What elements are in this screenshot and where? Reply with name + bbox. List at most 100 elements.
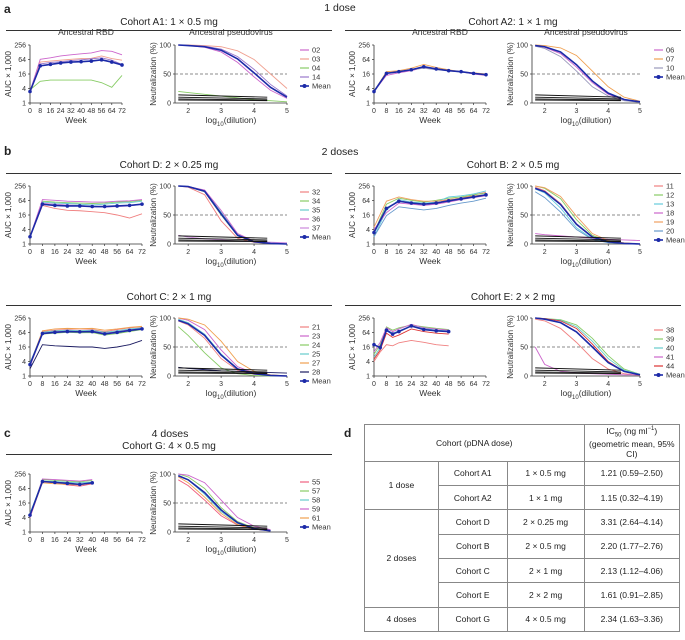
series-curve-27	[178, 317, 288, 377]
legend-label: 59	[312, 505, 320, 514]
legend-mean-marker	[302, 525, 307, 529]
subplot-title: Ancestral pseudovirus	[189, 27, 273, 37]
dose-cell: 2 × 1 mg	[506, 557, 585, 584]
ic50-cell: 3.31 (2.64–4.14)	[583, 509, 681, 535]
x-tick-label: 2	[186, 537, 190, 544]
x-label-rest: (dilution)	[579, 256, 612, 266]
legend-label: 04	[312, 64, 320, 73]
series-line-19	[373, 194, 487, 228]
header-ic50-unit-close: )	[654, 426, 658, 437]
mean-point	[140, 327, 144, 331]
mean-point	[99, 58, 104, 62]
x-tick-label: 32	[420, 381, 428, 388]
x-tick-label: 56	[457, 108, 465, 115]
x-axis-label: Week	[419, 388, 441, 398]
y-axis-label: AUC × 1,000	[348, 50, 357, 97]
legend-label: 14	[312, 73, 320, 82]
x-tick-label: 48	[101, 249, 109, 256]
x-axis-label: Week	[419, 115, 441, 125]
mean-point	[102, 204, 107, 209]
y-tick-label: 4	[366, 86, 370, 93]
ic50-cell: 2.20 (1.77–2.76)	[583, 533, 681, 559]
dose-cell: 2 × 2 mg	[506, 582, 585, 608]
legend-label: 20	[666, 227, 674, 236]
series-line-20	[373, 197, 487, 237]
x-tick-label: 64	[108, 108, 116, 115]
y-tick-label: 100	[516, 316, 528, 323]
x-tick-label: 40	[77, 108, 85, 115]
legend-label: 37	[312, 224, 320, 233]
dose-cell: 2 × 0.25 mg	[506, 509, 585, 535]
x-tick-label: 32	[76, 249, 84, 256]
x-tick-label: 72	[482, 249, 490, 256]
x-axis-label: log10(dilution)	[561, 115, 612, 128]
series-line-34	[29, 199, 143, 237]
cohort-title: Cohort G: 4 × 0.5 mg	[6, 441, 332, 455]
x-tick-label: 16	[47, 108, 55, 115]
y-tick-label: 256	[14, 316, 26, 323]
mean-point	[434, 67, 439, 71]
y-tick-label: 50	[163, 72, 171, 79]
x-tick-label: 48	[101, 537, 109, 544]
x-tick-label: 2	[186, 108, 190, 115]
mean-point	[90, 481, 95, 485]
mean-point	[434, 201, 439, 205]
legend-mean-marker	[656, 75, 661, 79]
x-tick-label: 3	[219, 381, 223, 388]
panel-label-c: c	[4, 426, 11, 440]
cohort-cell: Cohort C	[437, 557, 508, 584]
y-tick-label: 64	[18, 198, 26, 205]
x-tick-label: 16	[395, 108, 403, 115]
x-tick-label: 64	[470, 381, 478, 388]
series-curve-40	[535, 317, 641, 375]
background-trace	[535, 369, 621, 373]
table-row: 1 dose Cohort A1 1 × 0.5 mg 1.21 (0.59–2…	[364, 460, 681, 511]
x-tick-label: 72	[482, 108, 490, 115]
section-title-b: 2 doses	[321, 146, 359, 158]
y-tick-label: 1	[366, 242, 370, 249]
x-tick-label: 4	[606, 381, 610, 388]
legend-label: 21	[312, 323, 320, 332]
group-cell: 1 dose	[364, 460, 439, 511]
legend-label: 07	[666, 55, 674, 64]
y-tick-label: 100	[516, 43, 528, 50]
mean-point	[384, 206, 389, 211]
legend-label: Mean	[312, 377, 331, 386]
y-axis-label: AUC × 1,000	[4, 50, 13, 97]
mean-point	[459, 69, 463, 74]
cohort-title: Cohort B: 2 × 0.5 mg	[345, 160, 681, 174]
x-tick-label: 24	[63, 249, 71, 256]
y-tick-label: 50	[520, 213, 528, 220]
mean-point	[384, 328, 389, 332]
y-tick-label: 50	[163, 345, 171, 352]
x-tick-label: 4	[606, 108, 610, 115]
mean-point	[372, 89, 376, 94]
x-tick-label: 48	[101, 381, 109, 388]
y-tick-label: 1	[366, 374, 370, 381]
legend-label: 35	[312, 206, 320, 215]
mean-point	[58, 61, 63, 65]
x-tick-label: 56	[457, 249, 465, 256]
cohort-cell: Cohort E	[437, 582, 508, 608]
mean-point	[53, 480, 57, 485]
mean-point	[390, 332, 395, 336]
cohort-title: Cohort A1: 1 × 0.5 mg	[6, 17, 332, 31]
x-tick-label: 16	[51, 249, 59, 256]
background-trace	[535, 99, 621, 102]
x-tick-label: 5	[285, 381, 289, 388]
y-tick-label: 256	[14, 43, 26, 50]
x-tick-label: 40	[88, 381, 96, 388]
legend-label: 36	[312, 215, 320, 224]
x-tick-label: 2	[186, 249, 190, 256]
series-line-Mean	[29, 203, 143, 238]
series-curve-10	[535, 45, 641, 103]
legend-label: 44	[666, 362, 674, 371]
ic50-cell: 2.13 (1.12–4.06)	[583, 557, 681, 584]
legend-label: 13	[666, 200, 674, 209]
mean-point	[372, 230, 376, 235]
background-trace	[178, 94, 268, 98]
x-tick-label: 64	[126, 381, 134, 388]
legend-label: 06	[666, 46, 674, 55]
y-tick-label: 256	[358, 316, 370, 323]
background-trace	[178, 528, 268, 531]
